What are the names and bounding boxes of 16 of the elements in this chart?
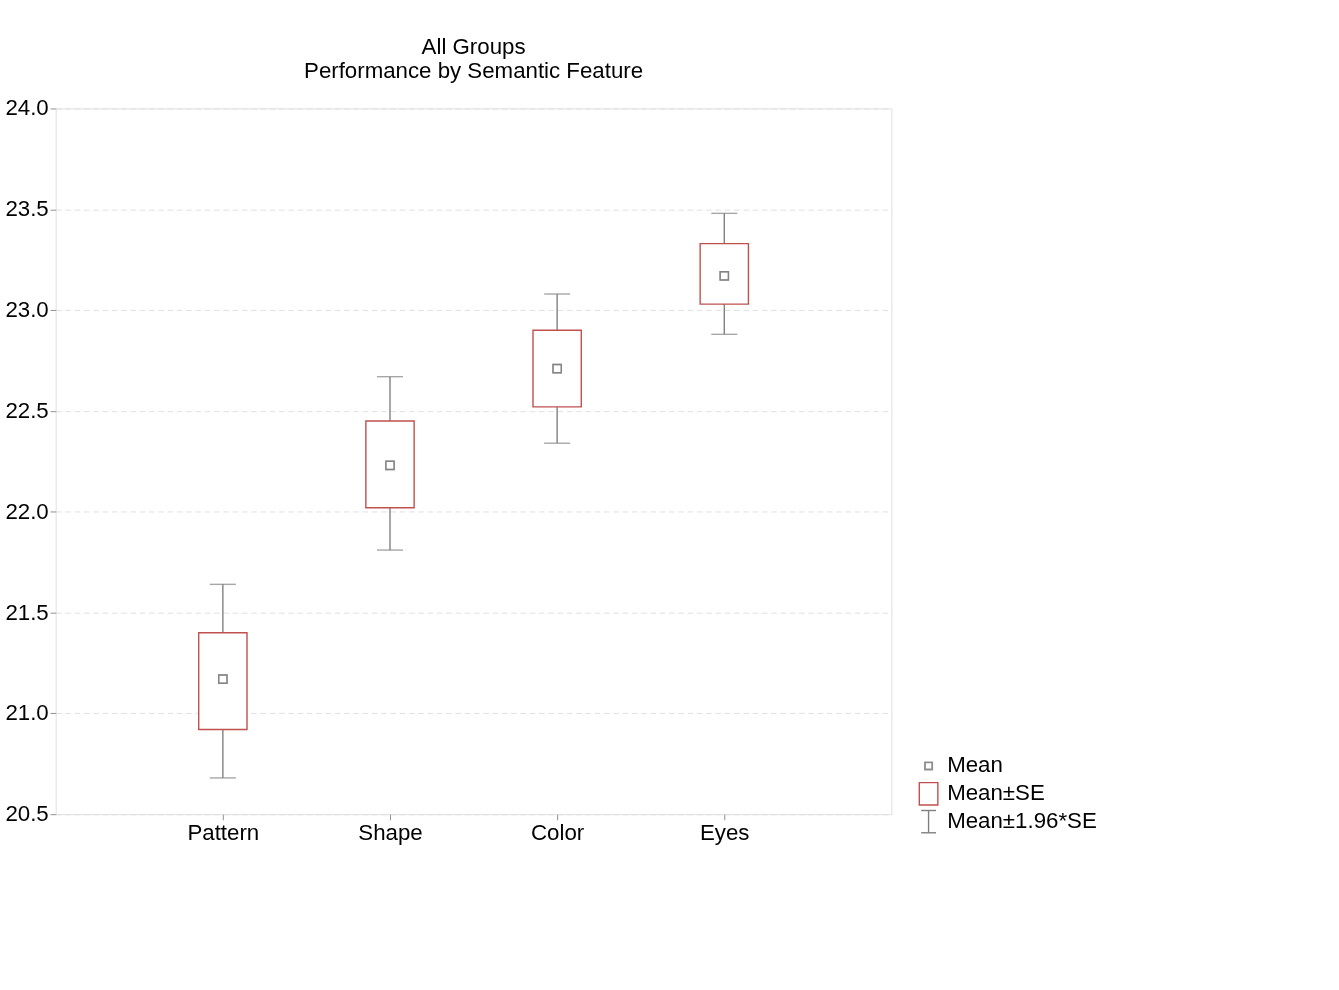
y-tick-label: 21.5 [5,599,49,625]
y-tick-label: 22.5 [5,397,49,423]
legend-label: Mean±1.96*SE [947,808,1097,834]
x-tick-label: Shape [358,819,423,845]
x-tick-label: Color [531,819,585,845]
y-tick-label: 23.0 [5,297,49,323]
y-tick-label: 24.0 [5,95,49,121]
legend-label: Mean±SE [947,780,1045,806]
text: All Groups [421,33,526,59]
x-tick-label: Pattern [187,819,260,845]
y-tick-label: 23.5 [5,196,49,222]
x-tick-label: Eyes [700,819,750,845]
y-tick-label: 22.0 [5,498,49,524]
y-tick-label: 20.5 [5,801,49,827]
y-tick-label: 21.0 [5,700,49,726]
legend-label: Mean [947,752,1003,778]
